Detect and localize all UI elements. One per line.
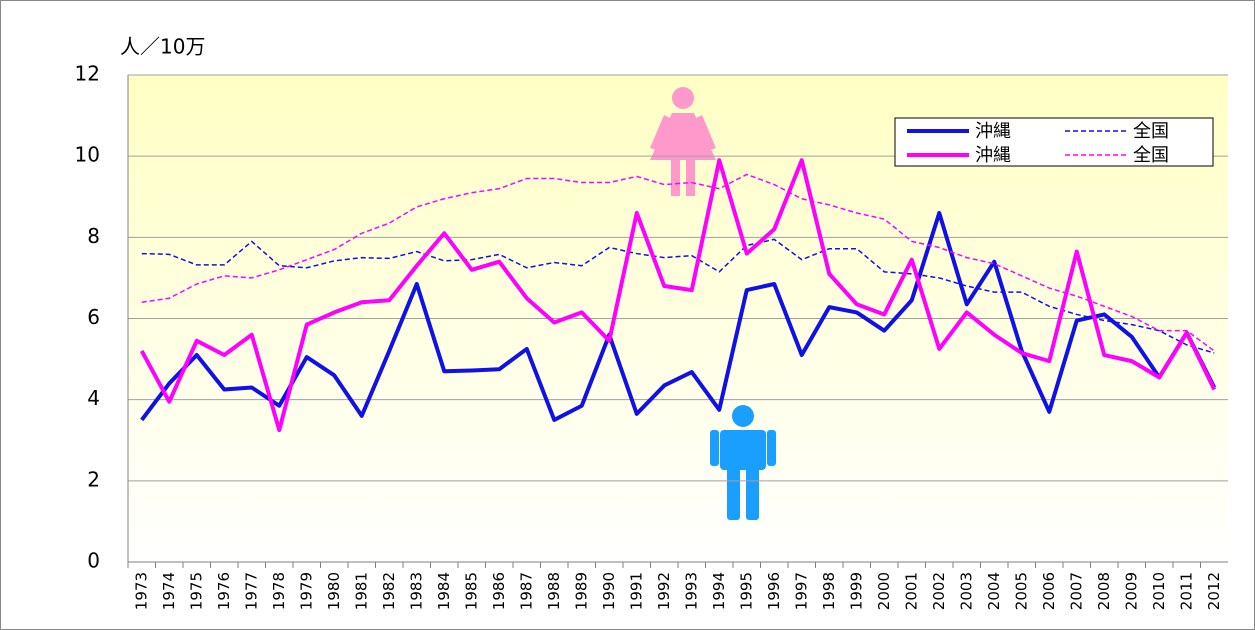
dashed-line: [141, 173, 1215, 352]
x-tick-label: 1986: [490, 572, 508, 610]
x-tick-label: 1985: [462, 572, 480, 610]
y-tick-label: 12: [75, 62, 100, 86]
x-tick-label: 1981: [352, 572, 370, 610]
x-tick-label: 1999: [847, 572, 865, 610]
x-tick-label: 2003: [957, 572, 975, 610]
x-tick-label: 1979: [297, 572, 315, 610]
y-tick-label: 2: [87, 467, 100, 491]
x-tick-label: 2000: [875, 572, 893, 610]
legend-label: 沖縄: [975, 121, 1011, 142]
legend-label: 全国: [1133, 121, 1169, 142]
line: [140, 210, 1217, 422]
legend-box: [894, 117, 1214, 167]
x-tick-label: 1992: [655, 572, 673, 610]
y-tick-label: 10: [75, 143, 100, 167]
x-tick-label: 1984: [435, 572, 453, 610]
y-tick-label: 0: [87, 549, 100, 573]
x-tick-label: 2011: [1177, 572, 1195, 610]
x-tick-label: 1978: [270, 572, 288, 610]
x-tick-label: 1993: [682, 572, 700, 610]
line: [139, 158, 1217, 433]
x-tick-label: 1987: [517, 572, 535, 610]
x-tick-label: 1983: [407, 572, 425, 610]
figures: 0 2 4 6 8 10 12 1973 1974 1975 1976 1977 1978 1979 198…: [75, 62, 1228, 610]
x-tick-label: 2006: [1040, 572, 1058, 610]
legend-label: 沖縄: [975, 145, 1011, 166]
x-tick-label: 1990: [600, 572, 618, 610]
x-tick-label: 1997: [792, 572, 810, 610]
x-tick-label: 2008: [1095, 572, 1113, 610]
x-tick-label: 1998: [820, 572, 838, 610]
x-tick-label: 1995: [737, 572, 755, 610]
x-tick-label: 2010: [1150, 572, 1168, 610]
y-tick-label: 8: [87, 224, 100, 248]
x-tick-label: 2009: [1122, 572, 1140, 610]
y-axis-unit: 人／10万: [120, 35, 205, 59]
x-tick-label: 2005: [1012, 572, 1030, 610]
x-tick-label: 2007: [1067, 572, 1085, 610]
x-tick-label: 1996: [765, 572, 783, 610]
female-icon: [650, 87, 716, 196]
x-tick-label: 1973: [132, 572, 150, 610]
legend-label: 全国: [1133, 145, 1169, 166]
x-tick-label: 1976: [215, 572, 233, 610]
x-tick-label: 2001: [902, 572, 920, 610]
x-tick-label: 1989: [572, 572, 590, 610]
x-tick-label: 1994: [710, 572, 728, 610]
x-tick-label: 1977: [242, 572, 260, 610]
x-tick-label: 1982: [380, 572, 398, 610]
x-tick-label: 1988: [545, 572, 563, 610]
x-tick-label: 2004: [985, 572, 1003, 610]
y-tick-label: 6: [87, 305, 100, 329]
x-tick-label: 1991: [627, 572, 645, 610]
x-tick-label: 2012: [1205, 572, 1223, 610]
x-tick-label: 1974: [160, 572, 178, 610]
x-tick-label: 2002: [930, 572, 948, 610]
y-tick-label: 4: [87, 386, 100, 410]
dashed-line: [141, 238, 1215, 354]
x-tick-label: 1980: [325, 572, 343, 610]
male-icon: [710, 405, 776, 520]
x-tick-label: 1975: [187, 572, 205, 610]
